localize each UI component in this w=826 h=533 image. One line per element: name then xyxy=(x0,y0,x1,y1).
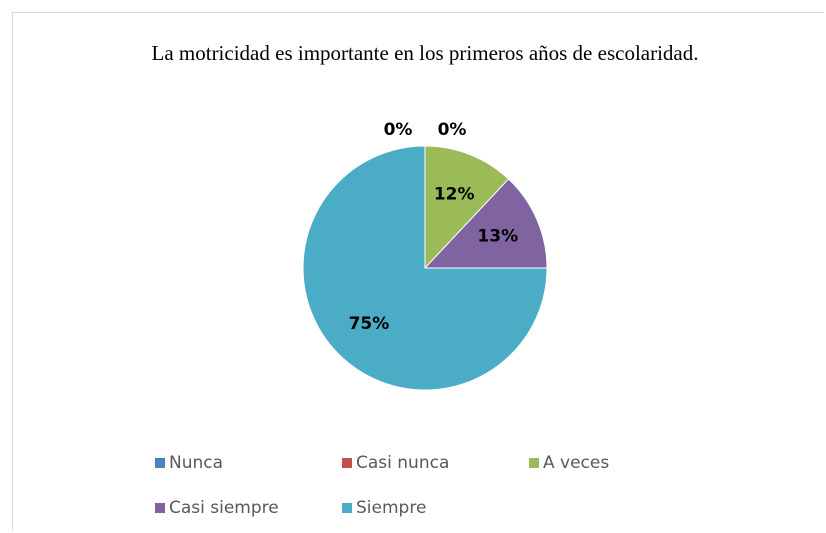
data-label: 13% xyxy=(477,227,518,247)
legend-label: A veces xyxy=(543,453,609,473)
data-label: 0% xyxy=(384,120,413,140)
data-label: 75% xyxy=(349,314,390,334)
legend-label: Nunca xyxy=(169,453,223,473)
legend-swatch xyxy=(342,503,352,513)
legend-label: Casi siempre xyxy=(169,498,279,518)
legend-swatch xyxy=(342,458,352,468)
legend-swatch xyxy=(155,503,165,513)
legend-swatch xyxy=(529,458,539,468)
chart-frame xyxy=(12,12,824,531)
legend-label: Siempre xyxy=(356,498,426,518)
legend-label: Casi nunca xyxy=(356,453,449,473)
pie-slice xyxy=(423,178,548,269)
data-label: 12% xyxy=(434,184,475,204)
pie-slice xyxy=(302,145,548,391)
legend-swatch xyxy=(155,458,165,468)
chart-title: La motricidad es importante en los prime… xyxy=(151,41,699,65)
data-label: 0% xyxy=(438,120,467,140)
pie-slice xyxy=(424,145,510,270)
